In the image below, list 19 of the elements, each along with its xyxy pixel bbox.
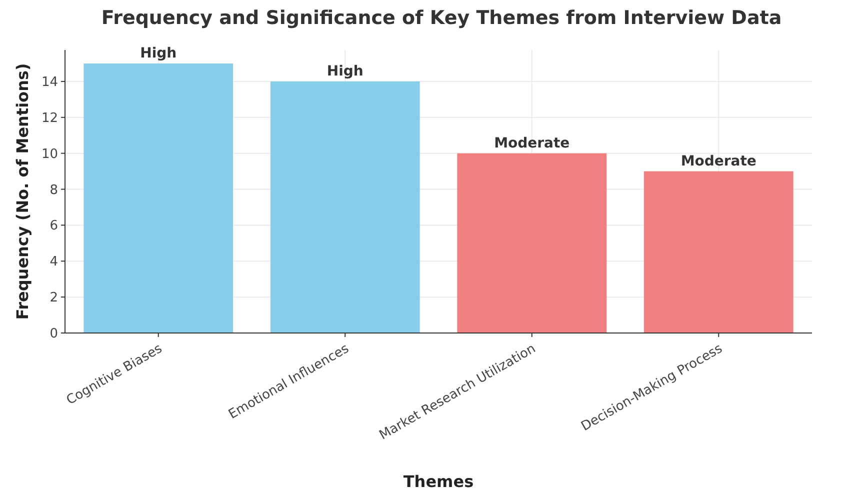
y-tick-label: 0 [50, 326, 58, 342]
bar [84, 63, 234, 333]
y-tick-label: 2 [50, 290, 58, 306]
y-axis-title: Frequency (No. of Mentions) [13, 63, 32, 320]
data-label: High [140, 45, 177, 62]
bar [457, 153, 607, 333]
x-axis-title: Themes [403, 472, 474, 491]
data-label: Moderate [494, 135, 570, 152]
y-tick-label: 12 [41, 110, 58, 126]
y-tick-label: 14 [41, 74, 58, 90]
chart-title: Frequency and Significance of Key Themes from Interview Data [101, 7, 782, 29]
y-tick-label: 8 [50, 182, 58, 198]
y-tick-label: 6 [50, 218, 58, 234]
y-tick-label: 10 [41, 146, 58, 162]
data-label: High [326, 63, 364, 80]
bar [644, 171, 794, 333]
y-tick-label: 4 [50, 254, 58, 270]
data-label: Moderate [680, 153, 756, 170]
bar [270, 81, 420, 333]
